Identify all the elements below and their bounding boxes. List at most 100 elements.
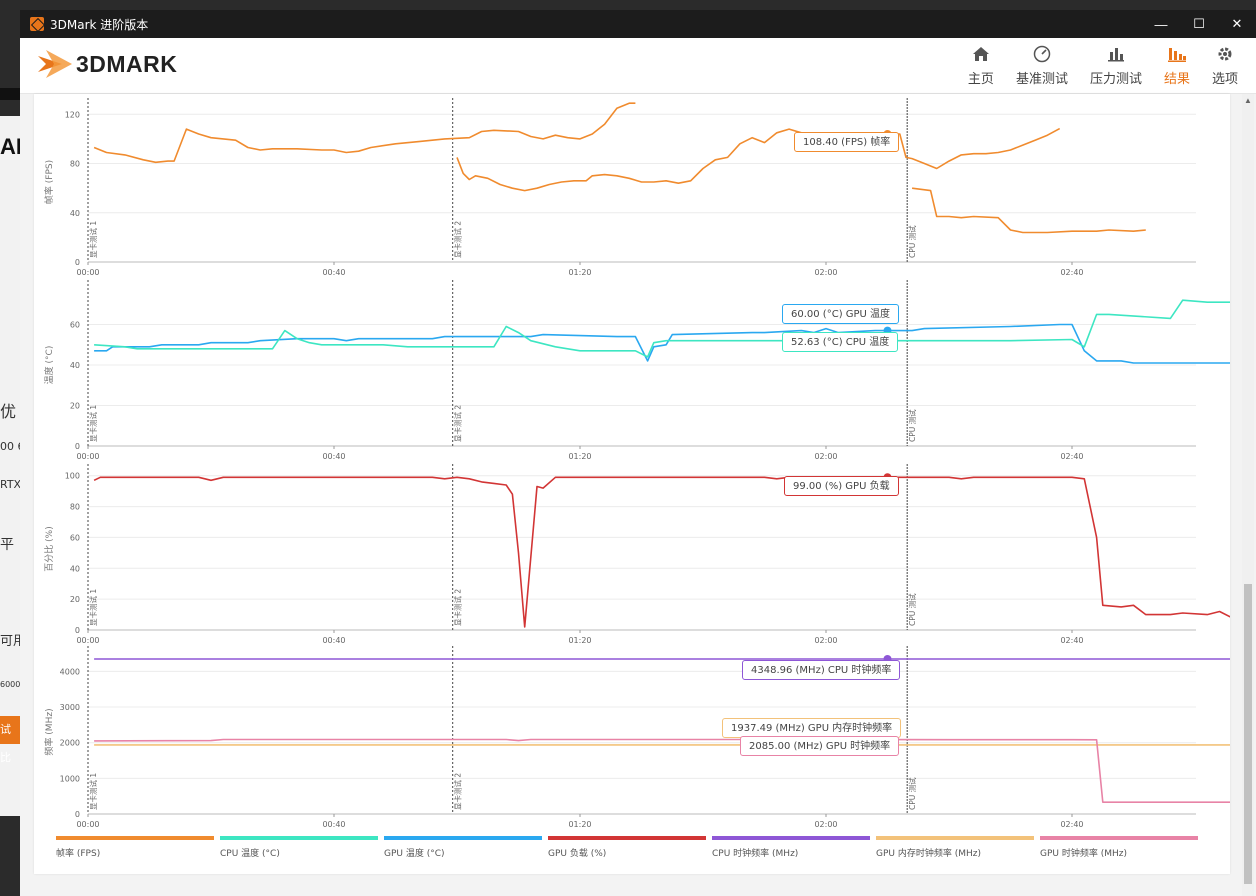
series-line bbox=[456, 127, 1061, 192]
y-tick-label: 20 bbox=[70, 402, 80, 411]
nav-stress-tests[interactable]: 压力测试 bbox=[1090, 42, 1142, 87]
vertical-scrollbar[interactable]: ▲ bbox=[1242, 94, 1254, 896]
x-tick-label: 01:20 bbox=[568, 820, 591, 829]
logo-text: 3DMARK bbox=[76, 50, 178, 77]
results-icon bbox=[1166, 42, 1188, 66]
legend-label: GPU 温度 (°C) bbox=[384, 849, 445, 859]
background-text: 优 bbox=[0, 402, 17, 421]
legend-item[interactable]: GPU 内存时钟频率 (MHz) bbox=[876, 836, 1036, 859]
series-line bbox=[94, 299, 1230, 358]
gpu-temp-tooltip: 60.00 (°C) GPU 温度 bbox=[782, 304, 900, 324]
scroll-up-icon[interactable]: ▲ bbox=[1244, 96, 1252, 105]
nav-label: 主页 bbox=[967, 72, 994, 87]
legend-item[interactable]: GPU 时钟频率 (MHz) bbox=[1040, 836, 1200, 859]
x-tick-label: 01:20 bbox=[568, 452, 591, 461]
legend-label: GPU 内存时钟频率 (MHz) bbox=[876, 849, 981, 859]
fps-tooltip: 108.40 (FPS) 帧率 bbox=[794, 132, 900, 152]
x-tick-label: 00:00 bbox=[76, 268, 99, 277]
maximize-button[interactable]: ☐ bbox=[1193, 16, 1205, 31]
background-text: 6000 bbox=[0, 680, 21, 689]
background-text: 平 bbox=[0, 537, 14, 553]
y-tick-label: 1000 bbox=[60, 774, 80, 783]
legend-swatch bbox=[1040, 836, 1198, 840]
app-window: 3DMark 进阶版本 — ☐ ✕ 3DMARK 主页 bbox=[20, 10, 1256, 896]
legend-item[interactable]: 帧率 (FPS) bbox=[56, 836, 216, 859]
nav-label: 结果 bbox=[1163, 72, 1190, 87]
legend-label: GPU 负载 (%) bbox=[548, 849, 607, 859]
x-tick-label: 02:40 bbox=[1060, 268, 1083, 277]
nav-label: 基准测试 bbox=[1015, 72, 1068, 87]
close-button[interactable]: ✕ bbox=[1231, 16, 1243, 31]
y-tick-label: 60 bbox=[70, 321, 80, 330]
3dmark-logo[interactable]: 3DMARK bbox=[36, 44, 216, 84]
x-tick-label: 02:00 bbox=[814, 820, 837, 829]
chart-panel: 0 20 40 60 80 100 00:00 00:40 01:20 02:00 02:40 百分比… bbox=[43, 464, 1230, 645]
legend-item[interactable]: CPU 温度 (°C) bbox=[220, 836, 380, 859]
series-line bbox=[94, 738, 1230, 803]
test-section-label: 显卡测试 2 bbox=[453, 589, 463, 626]
series-line bbox=[94, 323, 1230, 364]
app-icon bbox=[30, 17, 44, 31]
y-axis-label: 频率 (MHz) bbox=[43, 708, 55, 755]
y-tick-label: 0 bbox=[75, 442, 80, 451]
y-tick-label: 3000 bbox=[60, 703, 80, 712]
x-tick-label: 02:40 bbox=[1060, 452, 1083, 461]
minimize-button[interactable]: — bbox=[1154, 16, 1168, 32]
nav-label: 选项 bbox=[1211, 72, 1238, 87]
legend-swatch bbox=[548, 836, 706, 840]
nav-options[interactable]: 选项 bbox=[1212, 42, 1238, 87]
y-axis-label: 温度 (°C) bbox=[43, 346, 55, 385]
test-section-label: 显卡测试 1 bbox=[88, 589, 98, 626]
y-tick-label: 40 bbox=[70, 209, 80, 218]
y-tick-label: 0 bbox=[75, 810, 80, 819]
y-tick-label: 60 bbox=[70, 533, 80, 542]
test-section-label: 显卡测试 1 bbox=[88, 221, 98, 258]
y-tick-label: 0 bbox=[75, 626, 80, 635]
x-tick-label: 02:00 bbox=[814, 636, 837, 645]
cpu-temp-tooltip: 52.63 (°C) CPU 温度 bbox=[782, 332, 899, 352]
test-section-label: 显卡测试 1 bbox=[88, 773, 98, 810]
test-section-label: 显卡测试 2 bbox=[453, 405, 463, 442]
legend-item[interactable]: CPU 时钟频率 (MHz) bbox=[712, 836, 872, 859]
legend-label: 帧率 (FPS) bbox=[56, 849, 101, 859]
y-tick-label: 40 bbox=[70, 361, 80, 370]
x-tick-label: 01:20 bbox=[568, 636, 591, 645]
nav-home[interactable]: 主页 bbox=[968, 42, 994, 87]
y-tick-label: 20 bbox=[70, 595, 80, 604]
legend-label: GPU 时钟频率 (MHz) bbox=[1040, 849, 1127, 859]
x-tick-label: 02:40 bbox=[1060, 820, 1083, 829]
background-button: 试比 bbox=[0, 716, 20, 764]
window-title: 3DMark 进阶版本 bbox=[50, 17, 149, 32]
legend-swatch bbox=[56, 836, 214, 840]
nav-benchmarks[interactable]: 基准测试 bbox=[1016, 42, 1068, 87]
legend-item[interactable]: GPU 温度 (°C) bbox=[384, 836, 544, 859]
chart-panel: 0 1000 2000 3000 4000 00:00 00:40 01:20 02:00 02:… bbox=[43, 646, 1230, 829]
x-tick-label: 02:00 bbox=[814, 452, 837, 461]
y-tick-label: 100 bbox=[65, 472, 80, 481]
home-icon bbox=[970, 42, 992, 66]
bar-chart-icon bbox=[1105, 42, 1127, 66]
nav-results[interactable]: 结果 bbox=[1164, 42, 1190, 87]
gpu-mem-clock-tooltip: 1937.49 (MHz) GPU 内存时钟频率 bbox=[722, 718, 902, 738]
scrollbar-thumb[interactable] bbox=[1244, 584, 1252, 884]
legend-item[interactable]: GPU 负载 (%) bbox=[548, 836, 708, 859]
legend-swatch bbox=[876, 836, 1034, 840]
x-tick-label: 00:00 bbox=[76, 636, 99, 645]
chart-panel: 0 40 80 120 00:00 00:40 01:20 02:00 02:40 帧率 (FPS… bbox=[43, 98, 1196, 277]
background-strip bbox=[0, 88, 20, 100]
x-tick-label: 01:20 bbox=[568, 268, 591, 277]
y-tick-label: 80 bbox=[70, 160, 80, 169]
x-tick-label: 00:00 bbox=[76, 820, 99, 829]
test-section-label: 显卡测试 1 bbox=[88, 405, 98, 442]
series-line bbox=[911, 187, 1146, 234]
y-axis-label: 百分比 (%) bbox=[43, 526, 55, 571]
nav-label: 压力测试 bbox=[1089, 72, 1142, 87]
gpu-load-tooltip: 99.00 (%) GPU 负载 bbox=[784, 476, 899, 496]
y-tick-label: 80 bbox=[70, 503, 80, 512]
series-line bbox=[93, 102, 636, 164]
legend-label: CPU 温度 (°C) bbox=[220, 849, 280, 859]
test-section-label: 显卡测试 2 bbox=[453, 773, 463, 810]
background-text: RTX bbox=[0, 478, 22, 491]
x-tick-label: 00:40 bbox=[322, 636, 345, 645]
gpu-clock-tooltip: 2085.00 (MHz) GPU 时钟频率 bbox=[740, 736, 900, 756]
